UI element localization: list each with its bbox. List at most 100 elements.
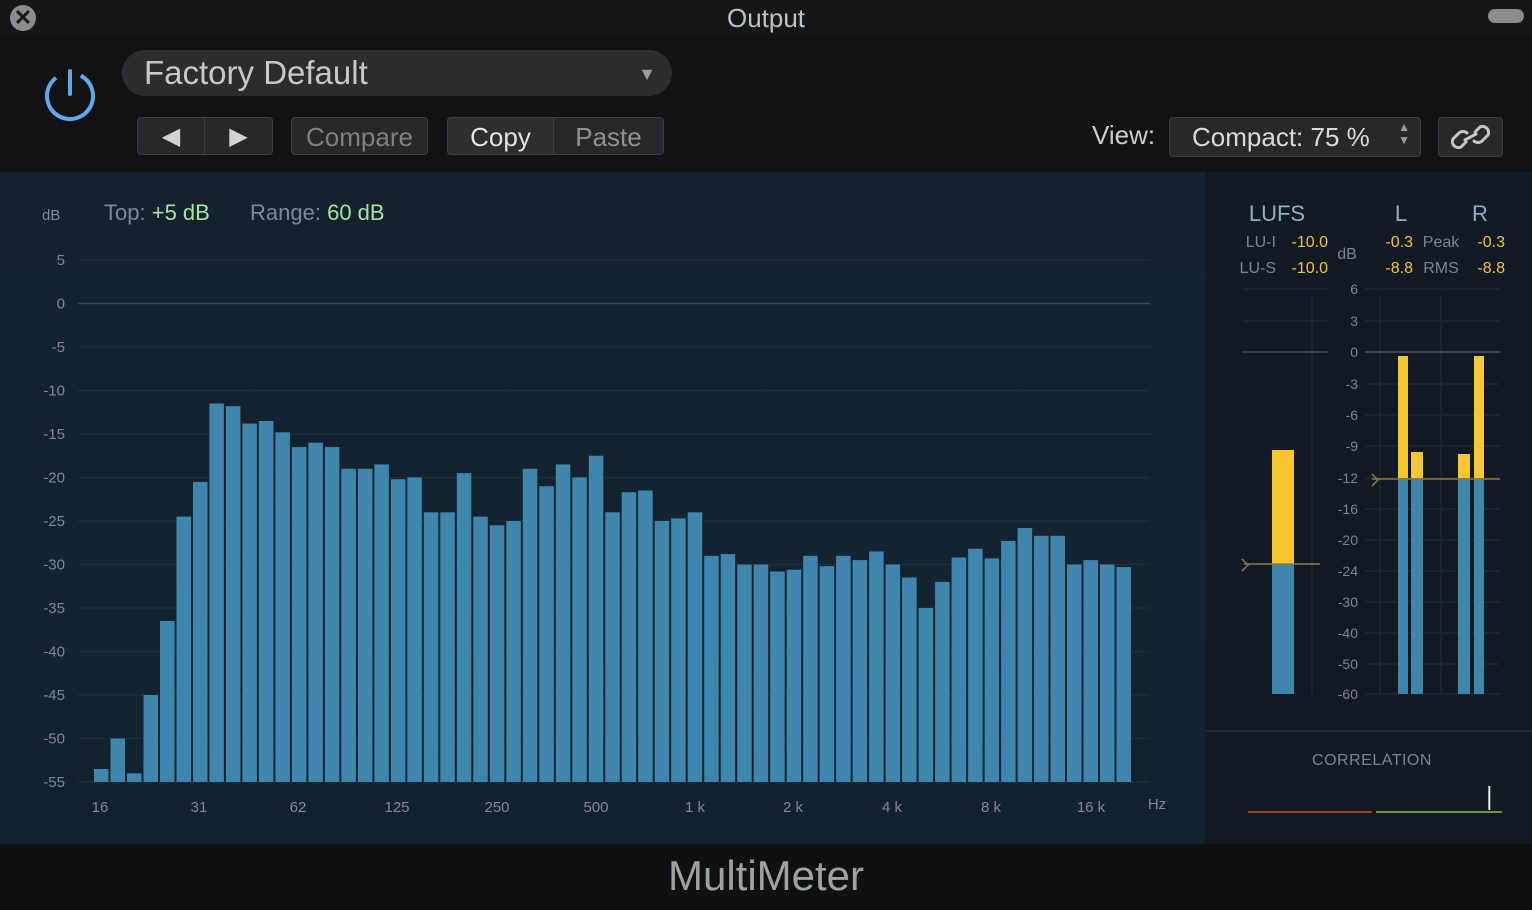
footer-bar bbox=[0, 844, 1532, 910]
spectrum-bar bbox=[225, 406, 241, 782]
lufs-short-term-bar bbox=[1272, 450, 1294, 564]
spectrum-bar bbox=[539, 486, 554, 782]
lu-i-label: LU-I bbox=[1246, 234, 1276, 251]
x-tick-label: 125 bbox=[384, 799, 409, 816]
range-control[interactable]: Range: 60 dB bbox=[250, 200, 385, 226]
meter-db-unit: dB bbox=[1337, 246, 1357, 263]
spectrum-bar bbox=[1100, 564, 1115, 782]
lufs-header: LUFS bbox=[1249, 201, 1305, 226]
next-preset-button[interactable]: ▶ bbox=[204, 117, 273, 155]
spectrum-bar bbox=[110, 738, 125, 782]
spectrum-bar bbox=[423, 512, 439, 782]
y-tick-label: -55 bbox=[43, 774, 65, 791]
top-control[interactable]: Top: +5 dB bbox=[104, 200, 210, 226]
right-channel-header: R bbox=[1472, 201, 1488, 226]
lufs-target-marker-icon[interactable] bbox=[1241, 558, 1250, 572]
hz-unit-label: Hz bbox=[1148, 796, 1166, 813]
y-tick-label: -5 bbox=[52, 339, 65, 356]
y-tick-label: 5 bbox=[57, 252, 65, 269]
preset-menu[interactable]: Factory Default ▼ bbox=[122, 50, 672, 96]
spectrum-bar bbox=[473, 516, 488, 782]
power-icon[interactable] bbox=[42, 66, 98, 122]
range-value[interactable]: 60 dB bbox=[327, 200, 385, 225]
spectrum-analyzer-chart: 5 0 -5 -10 -15 -20 -25 -30 -35 -40 -45 -50 -55 16 31 62… bbox=[43, 252, 1166, 816]
lufs-integrated-bar bbox=[1272, 564, 1294, 694]
y-tick-label: -50 bbox=[43, 731, 65, 748]
spectrum-bar bbox=[819, 566, 835, 782]
spectrum-bar bbox=[836, 555, 851, 782]
spectrum-bar bbox=[687, 512, 703, 782]
spectrum-bar bbox=[1034, 535, 1049, 782]
level-meters: LUFS L R LU-I -10.0 LU-S -10.0 dB -0.3 Peak -0.3 -8… bbox=[1240, 201, 1505, 813]
meter-scale-label: -3 bbox=[1346, 376, 1359, 392]
correlation-label: CORRELATION bbox=[1312, 752, 1432, 769]
copy-button[interactable]: Copy bbox=[447, 117, 554, 155]
meter-scale-label: 0 bbox=[1350, 344, 1358, 360]
spectrum-bar bbox=[803, 555, 818, 782]
spectrum-bar bbox=[127, 773, 142, 782]
spectrum-bar bbox=[94, 769, 109, 782]
channel-target-marker-icon[interactable] bbox=[1371, 473, 1380, 487]
spectrum-bar bbox=[638, 490, 653, 782]
lu-s-value[interactable]: -10.0 bbox=[1292, 260, 1329, 277]
stepper-arrows-icon: ▲ ▼ bbox=[1398, 120, 1410, 147]
close-icon[interactable]: ✕ bbox=[10, 5, 36, 31]
window-title: Output bbox=[726, 3, 806, 33]
right-rms-value[interactable]: -8.8 bbox=[1477, 260, 1505, 277]
meter-scale-label: -12 bbox=[1338, 470, 1358, 486]
paste-button[interactable]: Paste bbox=[553, 117, 664, 155]
meter-scale-label: 3 bbox=[1350, 313, 1358, 329]
title-bar bbox=[0, 0, 1532, 36]
spectrum-bar bbox=[621, 492, 637, 782]
y-tick-label: 0 bbox=[57, 296, 65, 313]
spectrum-bar bbox=[242, 423, 257, 782]
spectrum-bar bbox=[588, 455, 604, 783]
x-tick-label: 2 k bbox=[783, 799, 804, 816]
view-label: View: bbox=[1092, 120, 1156, 150]
spectrum-bar bbox=[1083, 560, 1098, 782]
spectrum-bar bbox=[1067, 564, 1082, 782]
meter-scale-label: -16 bbox=[1338, 501, 1358, 517]
spectrum-bar bbox=[902, 577, 917, 782]
spectrum-bar bbox=[440, 512, 455, 782]
y-tick-label: -35 bbox=[43, 600, 65, 617]
left-rms-value[interactable]: -8.8 bbox=[1385, 260, 1413, 277]
right-peak-value[interactable]: -0.3 bbox=[1477, 234, 1505, 251]
meter-scale-label: -50 bbox=[1338, 656, 1358, 672]
peak-label: Peak bbox=[1423, 234, 1460, 251]
spectrum-bar bbox=[753, 564, 769, 782]
collapse-button[interactable] bbox=[1488, 9, 1524, 23]
spectrum-db-unit: dB bbox=[42, 207, 61, 224]
spectrum-bar bbox=[786, 569, 802, 782]
meter-scale-label: -60 bbox=[1338, 686, 1358, 702]
range-label-text: Range: bbox=[250, 200, 321, 225]
left-peak-bar bbox=[1398, 356, 1408, 478]
compare-button[interactable]: Compare bbox=[291, 117, 428, 155]
view-select[interactable]: Compact: 75 % ▲ ▼ bbox=[1169, 117, 1421, 157]
y-tick-label: -30 bbox=[43, 557, 65, 574]
view-value: Compact: 75 % bbox=[1192, 122, 1370, 152]
spectrum-bar bbox=[1050, 535, 1065, 782]
panel-divider bbox=[1206, 730, 1532, 732]
x-tick-label: 16 bbox=[92, 799, 109, 816]
left-peak-value[interactable]: -0.3 bbox=[1385, 234, 1413, 251]
x-tick-label: 31 bbox=[191, 799, 208, 816]
link-button[interactable] bbox=[1438, 117, 1503, 157]
meter-scale-label: 6 bbox=[1350, 281, 1358, 297]
rms-label: RMS bbox=[1423, 260, 1459, 277]
meter-scale-label: -30 bbox=[1338, 594, 1358, 610]
spectrum-bar bbox=[258, 421, 274, 782]
spectrum-bar bbox=[407, 477, 422, 782]
meter-scale-label: -6 bbox=[1346, 407, 1359, 423]
spectrum-bar bbox=[176, 516, 191, 782]
lu-i-value[interactable]: -10.0 bbox=[1292, 234, 1329, 251]
top-value[interactable]: +5 dB bbox=[151, 200, 210, 225]
spectrum-bar bbox=[506, 521, 521, 782]
right-rms-bar-2 bbox=[1474, 478, 1484, 694]
spectrum-bar bbox=[918, 608, 934, 782]
y-tick-label: -20 bbox=[43, 470, 65, 487]
meter-scale-label: -40 bbox=[1338, 625, 1358, 641]
spectrum-bar bbox=[522, 468, 538, 782]
spectrum-bar bbox=[720, 554, 736, 782]
spectrum-bar bbox=[1116, 567, 1131, 782]
